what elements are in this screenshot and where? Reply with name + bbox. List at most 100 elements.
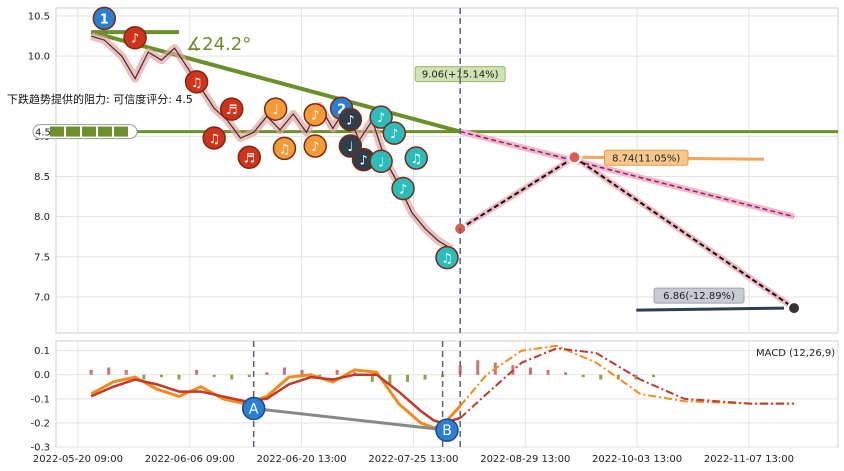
marker-label: ♩: [378, 155, 384, 170]
marker-circle: [263, 97, 288, 121]
macd-hist-bar: [89, 369, 93, 375]
resistance-note: 下跌趋势提供的阻力: 可信度评分: 4.5: [7, 92, 193, 106]
macd-hist-bar: [651, 374, 655, 378]
marker-label: ♬: [243, 151, 255, 166]
macd-hist-bar: [388, 374, 392, 385]
x-tick-label: 2022-06-06 09:00: [145, 454, 235, 465]
marker-label: ♫: [410, 152, 422, 167]
marker-circle: [435, 245, 459, 270]
marker-label: ♩: [273, 103, 279, 118]
macd-hist-bar: [458, 365, 462, 375]
macd-hist-bar: [142, 374, 146, 380]
macd-hist-bar: [300, 369, 304, 375]
macd-hist-bar: [441, 374, 445, 378]
score-star: [114, 126, 128, 137]
projection-mid-point: [567, 150, 582, 165]
price-y-tick: 7.0: [34, 292, 50, 303]
macd-panel: AB: [89, 341, 795, 447]
macd-hist-bar: [476, 360, 480, 375]
macd-y-tick: -0.1: [30, 394, 50, 405]
marker-label: ♫: [279, 142, 291, 157]
x-axis: 2022-05-20 09:00 2022-06-06 09:00 2022-06-…: [33, 454, 794, 465]
macd-point-label: A: [249, 401, 259, 417]
annotation-box: [653, 287, 745, 304]
marker-label: ♪: [359, 154, 367, 169]
macd-hist-bar: [247, 374, 251, 378]
price-panel: 4.5 9.06(+15.14%) 8.74(11.05%) 6.86(-12.89%…: [32, 6, 838, 333]
macd-hist-bar: [528, 367, 532, 375]
projection-down: [573, 156, 795, 309]
signal-projection: [459, 347, 795, 419]
marker-circle: [303, 134, 327, 158]
macd-point: [241, 396, 266, 421]
macd-hist-bar: [634, 374, 638, 380]
score-star: [50, 126, 64, 137]
macd-y-tick: 0.1: [34, 346, 50, 357]
marker-label: ♪: [131, 32, 139, 47]
macd-hist-bar: [265, 372, 269, 375]
macd-line: [90, 368, 462, 430]
marker-label: ♪: [377, 111, 385, 126]
price-y-tick: 8.0: [34, 212, 50, 223]
annotation-label: 8.74(11.05%): [612, 153, 680, 164]
macd-hist-bar: [581, 374, 585, 378]
macd-y-tick: -0.3: [30, 443, 50, 454]
marker-label: ♫: [441, 252, 453, 267]
marker-circle: [369, 105, 393, 129]
annotation-box: [603, 149, 689, 166]
divergence-line: [253, 406, 448, 432]
price-y-tick: 7.5: [34, 252, 50, 263]
x-tick-label: 2022-08-29 13:00: [480, 454, 570, 465]
grid: 10.510.09.08.58.07.57.00.10.0-0.1-0.2-0.…: [28, 7, 839, 454]
x-tick-label: 2022-06-20 13:00: [257, 454, 347, 465]
signal-line: [90, 373, 461, 425]
macd-hist-bar: [546, 369, 550, 375]
marker-label: ♫: [191, 76, 203, 91]
marker-circle: [219, 97, 244, 121]
marker-circle: [303, 102, 327, 127]
x-tick-label: 2022-11-07 13:00: [704, 454, 794, 465]
marker-circle: [391, 176, 415, 201]
macd-hist-bar: [107, 367, 111, 375]
marker-label: 2: [337, 102, 346, 117]
marker-label: ♪: [399, 183, 407, 198]
macd-hist-bar: [282, 367, 286, 375]
marker-label: ♫: [208, 132, 220, 147]
marker-circle: [184, 70, 209, 94]
macd-hist-bar: [212, 374, 216, 378]
marker-label: ♩: [347, 140, 353, 155]
score-star: [98, 126, 112, 137]
arrow-686: [636, 306, 785, 312]
marker-label: ♪: [311, 140, 319, 155]
x-tick-label: 2022-10-03 13:00: [592, 454, 682, 465]
macd-hist-bar: [564, 372, 568, 375]
marker-label: ♪: [390, 127, 398, 142]
x-tick-label: 2022-05-20 09:00: [33, 454, 123, 465]
x-tick-label: 2022-07-25 13:00: [368, 454, 458, 465]
macd-hist-bar: [230, 374, 234, 380]
macd-hist-bar: [159, 374, 163, 378]
macd-hist-bar: [124, 369, 128, 375]
marker-label: 1: [100, 12, 109, 27]
macd-point: [435, 418, 459, 442]
macd-y-tick: -0.2: [30, 418, 50, 429]
marker-circle: [123, 25, 147, 50]
marker-circle: [382, 121, 407, 145]
price-y-tick: 10.5: [28, 12, 50, 23]
macd-hist-bar: [335, 369, 339, 375]
marker-circle: [202, 126, 226, 150]
price-line: [90, 35, 452, 250]
angle-label: ∡24.2°: [186, 34, 251, 55]
macd-hist-bar: [177, 374, 181, 380]
price-y-tick: 8.5: [34, 172, 50, 183]
score-tag: 4.5: [35, 128, 51, 139]
downtrend-line: [90, 30, 461, 134]
score-star: [66, 126, 80, 137]
score-star: [82, 126, 96, 137]
marker-circle: [369, 149, 393, 174]
marker-circle: [338, 107, 363, 132]
annotation-label: 9.06(+15.14%): [422, 70, 499, 81]
marker-label: ♪: [311, 109, 319, 124]
projection-end-point: [787, 301, 802, 316]
